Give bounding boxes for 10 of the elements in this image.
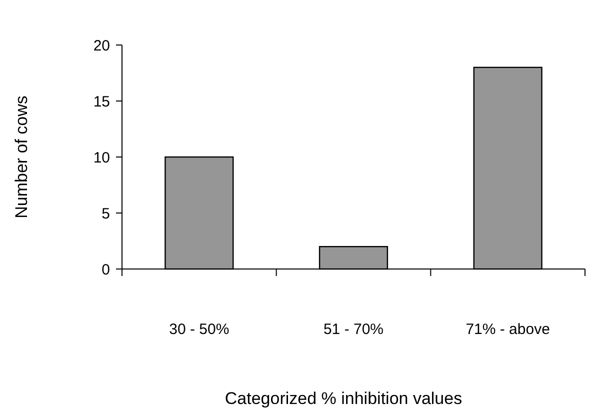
y-tick-label: 0 xyxy=(102,261,110,278)
x-tick-label: 51 - 70% xyxy=(323,321,384,338)
y-tick-label: 10 xyxy=(93,149,110,166)
y-tick-label: 20 xyxy=(93,37,110,54)
x-tick-label: 30 - 50% xyxy=(169,321,230,338)
y-axis-title: Number of cows xyxy=(12,96,31,218)
y-tick-label: 15 xyxy=(93,93,110,110)
y-tick-label: 5 xyxy=(102,205,110,222)
x-tick-label: 71% - above xyxy=(466,321,550,338)
x-axis-title: Categorized % inhibition values xyxy=(224,389,462,408)
